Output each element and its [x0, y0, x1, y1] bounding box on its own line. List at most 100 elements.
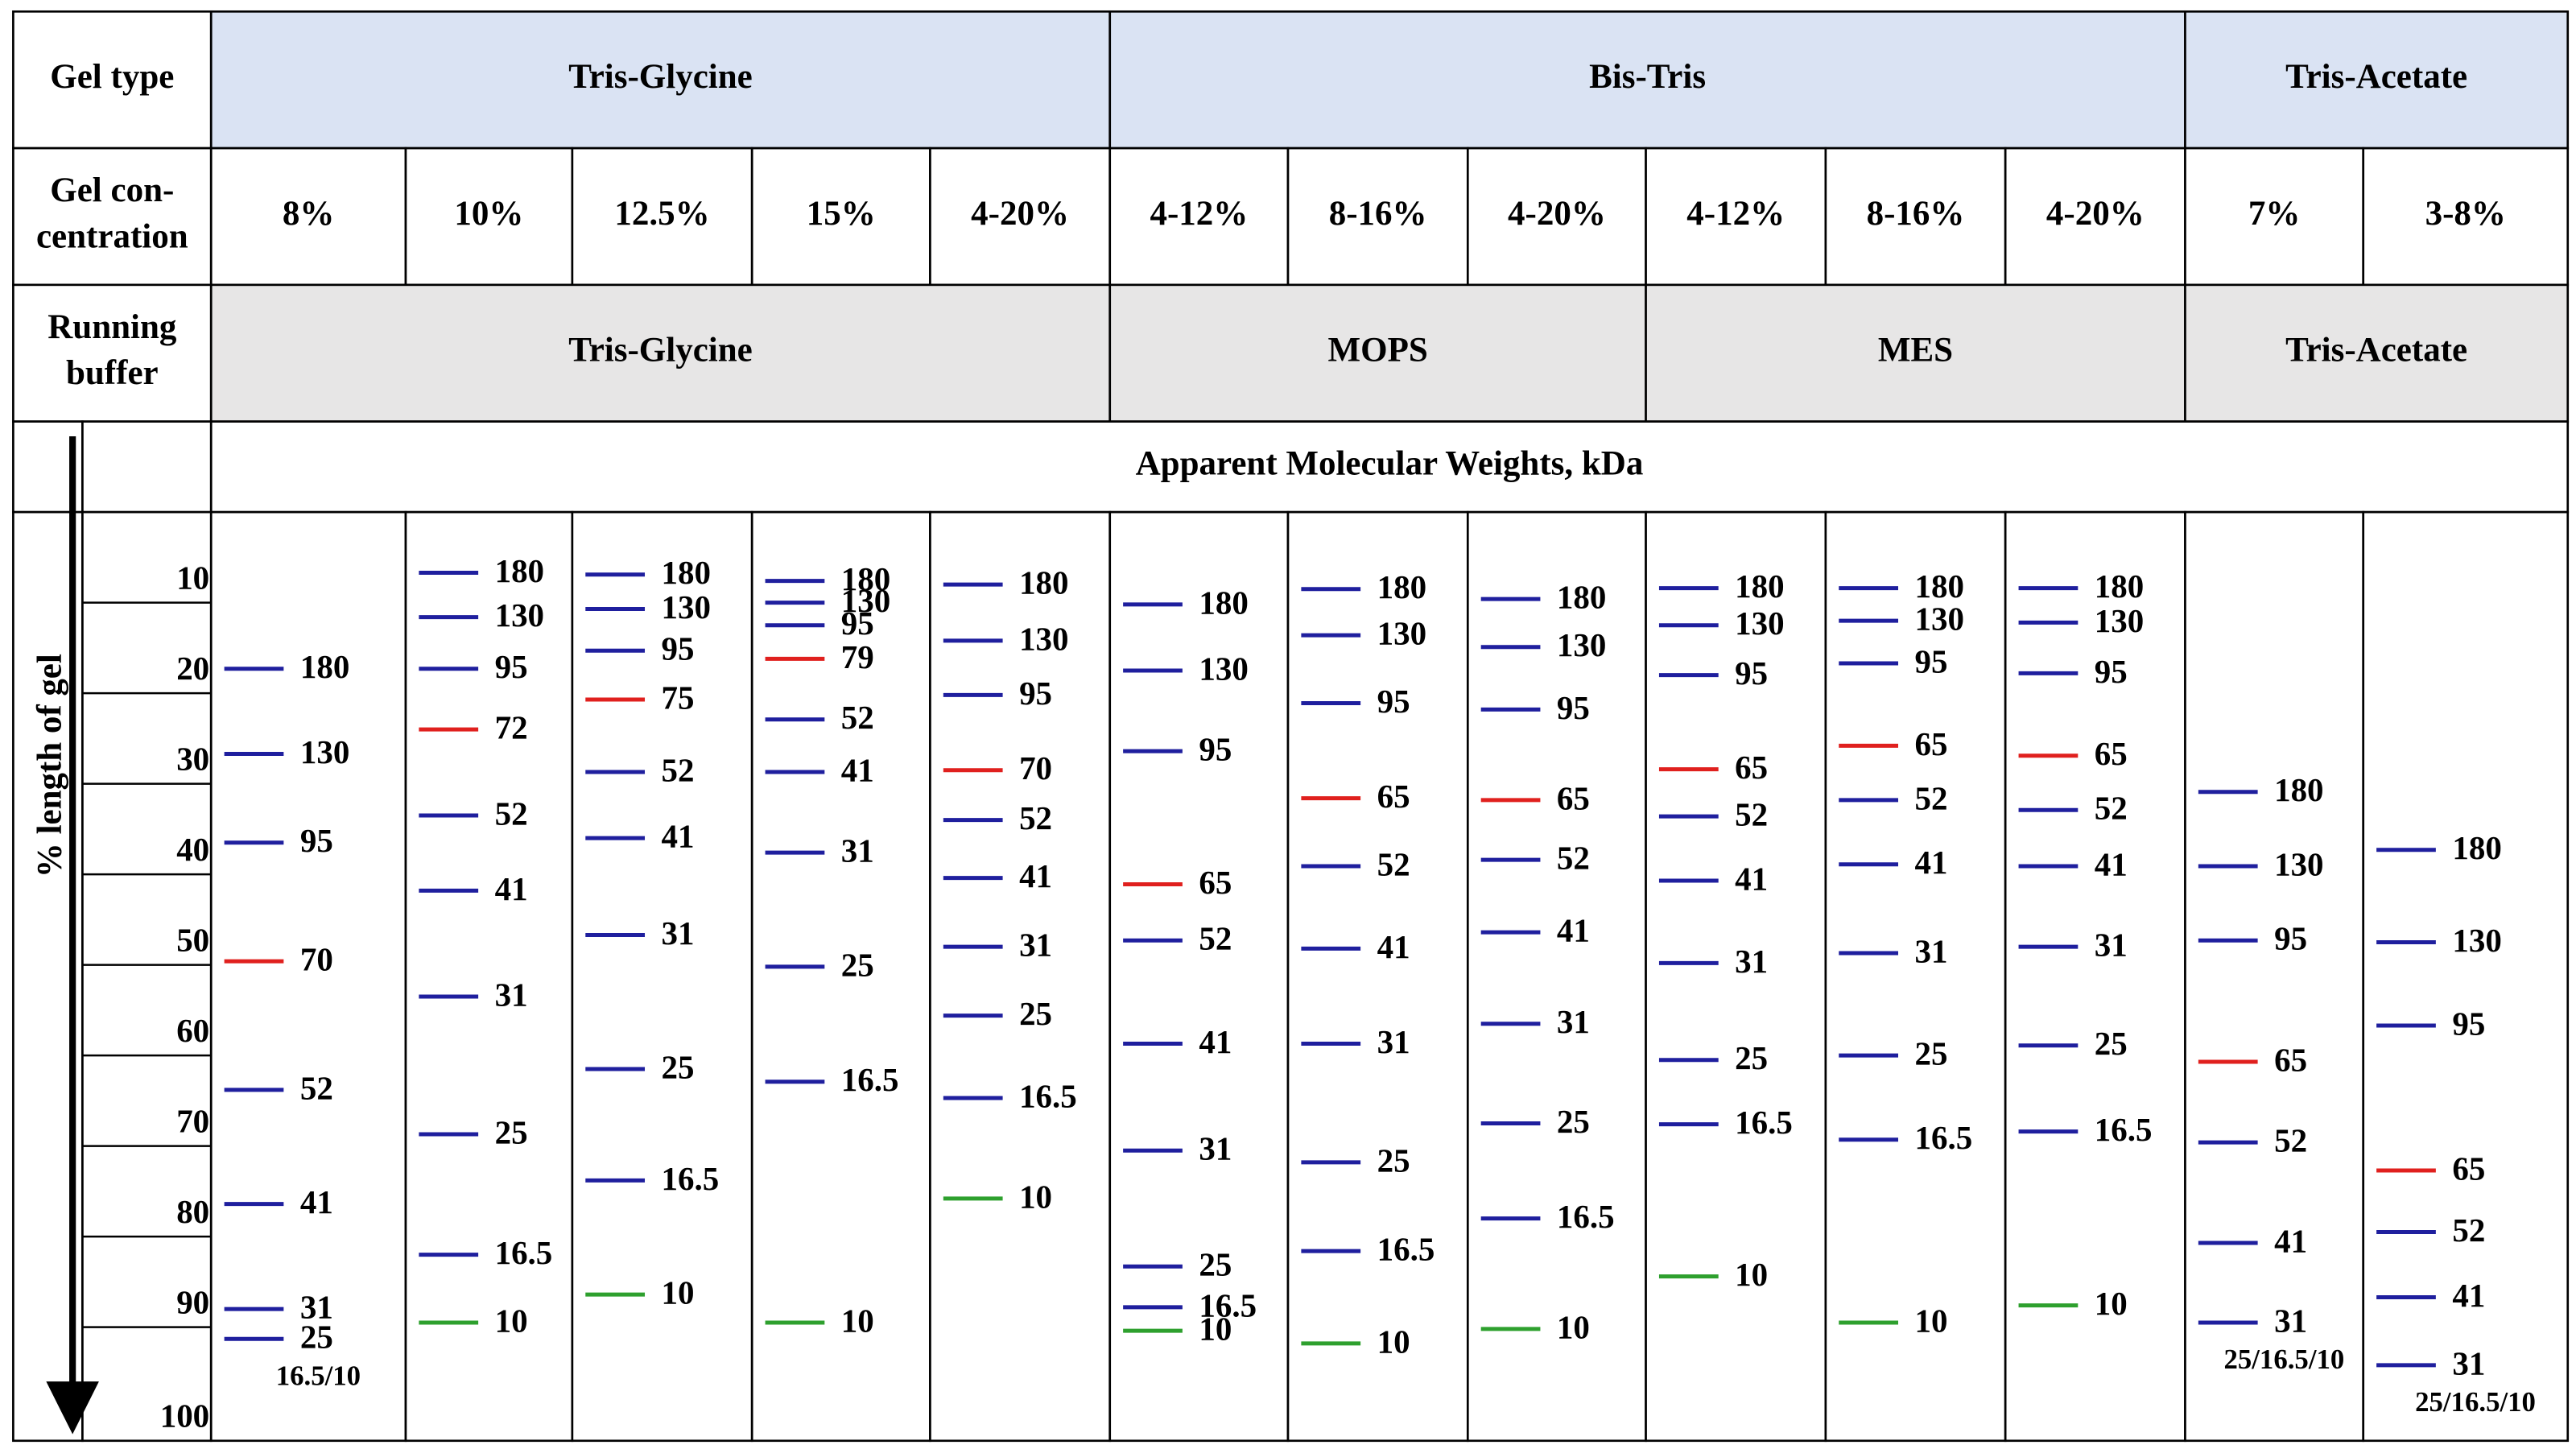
tick-label: 90: [176, 1284, 209, 1320]
row-label: Gel type: [50, 58, 174, 96]
concentration: 8%: [283, 195, 335, 233]
band-label: 180: [1735, 568, 1784, 605]
band-label: 52: [2095, 791, 2128, 827]
band-label: 95: [841, 605, 874, 642]
band-label: 31: [1377, 1024, 1410, 1060]
band-label: 10: [2095, 1286, 2128, 1322]
band-label: 70: [1019, 750, 1052, 786]
buffer: Tris-Acetate: [2285, 332, 2467, 369]
band-label: 65: [2274, 1042, 2307, 1078]
band-label: 95: [300, 823, 333, 859]
band-label: 65: [1914, 726, 1947, 762]
concentration: 7%: [2248, 195, 2301, 233]
band-label: 130: [1199, 650, 1248, 687]
band-label: 41: [2095, 846, 2128, 882]
band-label: 10: [841, 1302, 874, 1339]
band-label: 41: [1914, 844, 1947, 881]
axis-label: % length of gel: [31, 654, 68, 877]
band-label: 31: [1019, 927, 1052, 964]
band-label: 10: [1199, 1311, 1232, 1348]
band-label: 180: [1914, 568, 1963, 605]
band-label: 16.5: [1914, 1120, 1972, 1156]
band-label: 95: [1199, 732, 1232, 768]
band-label: 180: [2095, 568, 2144, 605]
band-label: 52: [300, 1070, 333, 1106]
tick-label: 60: [176, 1013, 209, 1049]
band-label: 52: [1557, 840, 1590, 877]
band-label: 25: [841, 947, 874, 983]
tick-label: 80: [176, 1194, 209, 1230]
band-label: 25: [662, 1049, 695, 1085]
band-label: 16.5: [495, 1235, 553, 1271]
buffer-cell: [1108, 283, 1647, 423]
lane-cell: [571, 510, 753, 1443]
band-label: 10: [1019, 1179, 1052, 1215]
band-label: 65: [2095, 736, 2128, 772]
band-label: 41: [1019, 858, 1052, 894]
buffer-cell: [2184, 283, 2570, 423]
band-label: 25: [1557, 1104, 1590, 1140]
band-note: 25/16.5/10: [2415, 1386, 2536, 1418]
band-label: 10: [662, 1275, 695, 1311]
band-label: 41: [1557, 913, 1590, 949]
tick-label: 100: [160, 1398, 209, 1435]
header-cell: [12, 147, 213, 287]
buffer: Tris-Glycine: [568, 332, 753, 369]
band-label: 25: [1735, 1040, 1768, 1076]
band-label: 41: [300, 1184, 333, 1220]
tick-label: 10: [176, 559, 209, 596]
gel-type: Bis-Tris: [1589, 58, 1706, 96]
band-label: 16.5: [841, 1062, 899, 1098]
concentration-cell: [1108, 147, 1290, 287]
band-label: 41: [841, 752, 874, 788]
band-label: 31: [1199, 1131, 1232, 1167]
row-label: buffer: [66, 354, 159, 392]
band-label: 25: [1019, 996, 1052, 1032]
band-label: 130: [300, 734, 349, 770]
band-label: 10: [1557, 1309, 1590, 1345]
concentration-cell: [2184, 147, 2365, 287]
band-label: 16.5: [662, 1161, 720, 1197]
band-label: 130: [495, 597, 544, 634]
band-label: 180: [1019, 565, 1068, 601]
row-label: centration: [36, 217, 188, 255]
band-label: 25: [1377, 1142, 1410, 1179]
band-label: 65: [1199, 865, 1232, 901]
tick-label: 70: [176, 1103, 209, 1139]
concentration: 4-20%: [971, 195, 1069, 233]
band-label: 52: [2274, 1123, 2307, 1159]
band-label: 180: [1199, 584, 1248, 621]
band-label: 52: [1914, 780, 1947, 816]
band-label: 16.5: [1557, 1199, 1615, 1235]
concentration-cell: [404, 147, 574, 287]
band-label: 10: [1914, 1302, 1947, 1339]
band-label: 180: [2274, 772, 2323, 808]
band-label: 41: [2274, 1223, 2307, 1259]
band-label: 41: [495, 871, 528, 907]
band-label: 41: [1735, 861, 1768, 897]
band-label: 130: [1735, 605, 1784, 642]
band-label: 79: [841, 639, 874, 675]
band-label: 52: [1377, 846, 1410, 882]
band-label: 41: [662, 819, 695, 855]
band-label: 130: [841, 583, 890, 619]
band-label: 31: [2274, 1302, 2307, 1339]
band-label: 52: [1735, 797, 1768, 833]
header-cell: [12, 10, 213, 150]
band-note: 25/16.5/10: [2223, 1344, 2344, 1375]
tick-label: 40: [176, 832, 209, 868]
gel-type-cell: [209, 10, 1112, 150]
buffer: MES: [1878, 332, 1953, 369]
mw-title: Apparent Molecular Weights, kDa: [1136, 445, 1644, 483]
concentration: 4-20%: [1508, 195, 1606, 233]
band-label: 31: [1914, 933, 1947, 969]
band-label: 180: [495, 553, 544, 589]
band-label: 25: [300, 1319, 333, 1356]
band-label: 95: [662, 631, 695, 667]
header-cell: [12, 283, 213, 423]
concentration: 4-20%: [2046, 195, 2145, 233]
band-label: 180: [1557, 580, 1606, 616]
band-label: 16.5: [1377, 1232, 1435, 1268]
band-label: 95: [2274, 921, 2307, 957]
band-label: 180: [1377, 569, 1426, 605]
